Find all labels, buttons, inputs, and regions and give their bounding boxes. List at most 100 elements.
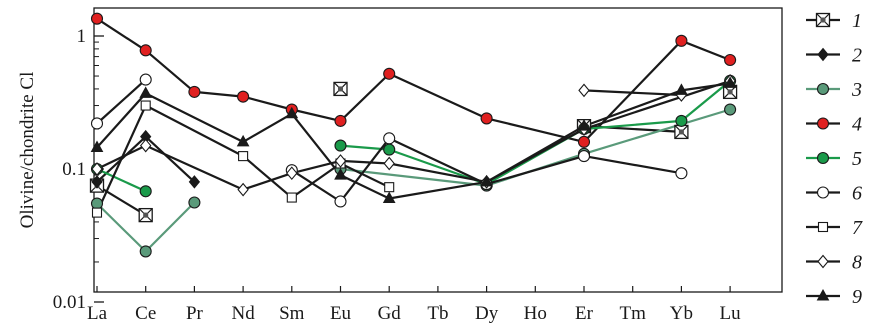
marker-circle xyxy=(188,85,201,98)
marker-square-open xyxy=(238,151,249,162)
plot-frame xyxy=(93,7,783,293)
marker-circle xyxy=(675,114,688,127)
series-4-markers xyxy=(90,12,737,148)
marker-square-open xyxy=(140,100,151,111)
legend-label: 3 xyxy=(851,79,862,101)
x-tick-label: Ho xyxy=(524,303,547,324)
marker-circle xyxy=(237,90,250,103)
legend-item-1: 1 xyxy=(806,10,862,32)
y-tick-label: 1 xyxy=(77,26,87,47)
x-tick-label: Tm xyxy=(620,303,647,324)
marker-circle xyxy=(816,151,830,165)
marker-circle xyxy=(334,114,347,127)
marker-diamond-open xyxy=(578,83,590,98)
legend-item-8: 8 xyxy=(806,252,862,274)
series-8-line xyxy=(583,89,682,97)
marker-triangle xyxy=(816,288,830,301)
marker-boxcross-core xyxy=(143,212,149,218)
legend-label: 7 xyxy=(852,217,863,239)
legend-label: 6 xyxy=(852,183,862,205)
marker-circle-open xyxy=(383,132,396,145)
marker-circle xyxy=(675,34,688,47)
marker-triangle xyxy=(285,106,299,119)
marker-circle xyxy=(188,196,201,209)
legend-label: 9 xyxy=(852,286,862,308)
series-1-markers xyxy=(89,81,738,223)
marker-circle xyxy=(383,143,396,156)
marker-circle xyxy=(90,197,104,210)
marker-circle-open xyxy=(139,73,152,86)
x-tick-label: La xyxy=(87,303,108,324)
legend-label: 1 xyxy=(852,10,862,32)
marker-boxcross-core xyxy=(678,129,684,135)
series-4-line xyxy=(96,17,731,143)
marker-diamond-filled xyxy=(91,175,103,189)
marker-circle xyxy=(383,67,396,80)
x-tick-label: Ce xyxy=(135,303,156,324)
plot-border xyxy=(93,7,783,293)
series-layer xyxy=(89,12,738,258)
marker-triangle xyxy=(723,76,737,88)
marker-boxcross-core xyxy=(727,89,733,95)
legend-item-9: 9 xyxy=(806,286,862,308)
marker-triangle xyxy=(236,134,250,147)
marker-boxcross-core xyxy=(820,17,826,23)
legend-item-4: 4 xyxy=(806,114,862,136)
marker-diamond-open xyxy=(817,254,829,269)
x-tick-label: Lu xyxy=(720,303,742,324)
series-1-line xyxy=(96,184,147,217)
legend-label: 2 xyxy=(852,45,862,67)
marker-circle-open xyxy=(675,167,688,180)
marker-circle-open xyxy=(334,195,347,208)
marker-circle xyxy=(724,103,737,116)
marker-diamond-open xyxy=(334,154,347,168)
marker-diamond-open xyxy=(383,156,395,171)
series-7-line xyxy=(95,104,390,214)
legend: 1 2 3 4 5 6 7 8 9 xyxy=(806,10,863,308)
series-5-lines xyxy=(96,80,731,193)
series-9-line xyxy=(96,82,731,200)
marker-circle xyxy=(480,112,493,125)
series-6-lines xyxy=(96,78,682,203)
series-7-lines xyxy=(95,104,390,214)
marker-triangle xyxy=(90,140,104,153)
marker-circle xyxy=(816,117,830,130)
marker-diamond-open xyxy=(139,138,152,153)
marker-diamond-open xyxy=(286,166,298,181)
series-6-line xyxy=(291,137,682,203)
series-2-markers xyxy=(91,129,201,189)
marker-triangle xyxy=(480,174,493,187)
series-9-lines xyxy=(96,82,731,200)
marker-square-open xyxy=(91,207,103,218)
marker-triangle xyxy=(382,191,396,204)
marker-circle xyxy=(90,12,104,25)
x-tick-label: Tb xyxy=(427,303,448,324)
marker-triangle xyxy=(334,168,347,180)
series-5-line xyxy=(96,167,147,193)
x-tick-label: Sm xyxy=(279,303,305,324)
series-8-markers xyxy=(91,73,736,197)
marker-circle xyxy=(816,82,830,96)
y-tick-label: 0.1 xyxy=(62,159,86,180)
marker-diamond-filled xyxy=(817,47,829,62)
marker-circle-open xyxy=(577,150,591,163)
legend-label: 8 xyxy=(852,252,862,274)
marker-circle xyxy=(334,139,347,152)
marker-triangle xyxy=(139,86,153,98)
x-axis: La Ce Pr Nd Sm Eu Gd Tb Dy Ho Er Tm Yb Lu xyxy=(87,286,741,324)
marker-diamond-open xyxy=(91,162,103,176)
legend-item-2: 2 xyxy=(806,45,862,67)
legend-item-6: 6 xyxy=(806,183,862,205)
legend-label: 5 xyxy=(852,148,862,170)
series-7-markers xyxy=(91,100,395,218)
x-tick-label: Dy xyxy=(475,303,499,324)
x-tick-label: Yb xyxy=(670,303,693,324)
legend-item-5: 5 xyxy=(806,148,862,170)
marker-circle xyxy=(724,53,737,67)
marker-circle xyxy=(139,44,152,57)
x-tick-label: Nd xyxy=(231,303,255,324)
marker-circle-open xyxy=(816,186,830,199)
marker-diamond-filled xyxy=(188,175,201,189)
series-9-markers xyxy=(90,76,737,204)
